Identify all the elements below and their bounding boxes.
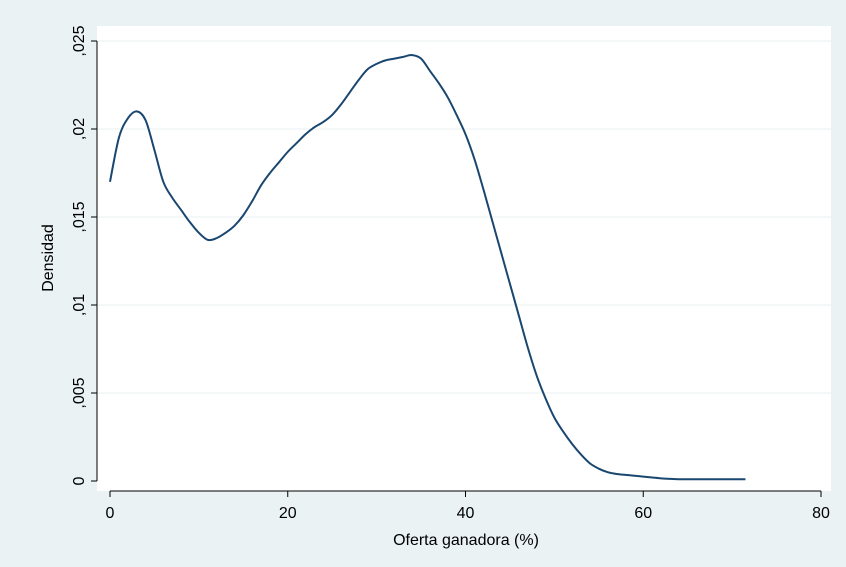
y-axis-title: Densidad	[40, 224, 57, 292]
x-tick-label: 0	[106, 505, 115, 522]
x-tick-label: 20	[279, 505, 297, 522]
y-tick-label: ,005	[71, 377, 88, 408]
y-ticks: 0 ,005 ,01 ,015 ,02 ,025	[71, 25, 97, 485]
gridlines	[98, 40, 831, 394]
y-tick-label: ,025	[71, 25, 88, 56]
x-tick-label: 80	[812, 505, 830, 522]
x-axis-title: Oferta ganadora (%)	[393, 532, 539, 549]
y-tick-label: ,02	[71, 118, 88, 140]
x-tick-label: 40	[457, 505, 475, 522]
density-curve-layer	[109, 54, 746, 481]
y-tick-label: ,01	[71, 294, 88, 316]
x-tick-label: 60	[634, 505, 652, 522]
y-tick-label: 0	[71, 476, 88, 485]
plot-area	[97, 26, 831, 491]
y-tick-label: ,015	[71, 201, 88, 232]
x-ticks: 0 20 40 60 80	[106, 491, 830, 522]
density-line	[109, 54, 746, 481]
